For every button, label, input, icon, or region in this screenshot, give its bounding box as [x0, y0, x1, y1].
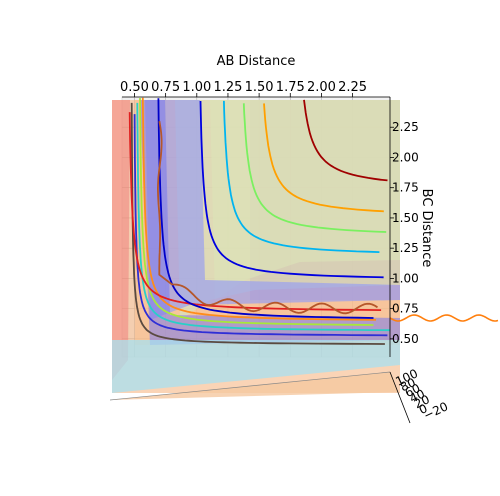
surface-band: [175, 100, 400, 320]
contour-line: [128, 112, 382, 311]
floor-edge: [109, 371, 391, 401]
y-tick-label: 0.75: [392, 302, 419, 316]
contour-line: [139, 97, 374, 326]
y-tick-label: 1.25: [392, 241, 419, 255]
x-tick-label: 2.00: [307, 80, 336, 95]
y-tick-label: 2.00: [392, 150, 419, 164]
x-tick-label: 1.00: [182, 80, 211, 95]
floor-pane: [109, 371, 398, 401]
contour-lines: [128, 97, 390, 345]
z-tick-label: 40: [407, 387, 427, 406]
surface-band: [145, 100, 400, 320]
y-tick-label: 1.75: [392, 181, 419, 195]
x-tick-label: 1.75: [276, 80, 305, 95]
potential-surface: [112, 100, 400, 393]
x-axis-ticks: 0.50 0.75 1.00 1.25 1.50 1.75 2.00 2.25: [120, 80, 367, 97]
y-tick-label: 0.50: [392, 332, 419, 346]
y-axis-label: BC Distance: [419, 189, 434, 268]
x-axis-label: AB Distance: [217, 54, 296, 69]
contour-line: [303, 99, 388, 182]
contour-line: [157, 98, 374, 319]
x-tick-label: 1.50: [245, 80, 274, 95]
contour-line: [136, 102, 390, 332]
contour-line: [133, 114, 388, 337]
trajectory-projection-line: [389, 314, 499, 322]
surface-band: [112, 100, 130, 380]
trajectory-line: [156, 121, 378, 315]
z-tick-label: 20: [412, 392, 432, 411]
surface-band: [112, 340, 400, 393]
z-axis-line: [389, 371, 411, 424]
contour-line: [263, 103, 384, 213]
z-tick-label: 60: [403, 381, 423, 400]
contour-line: [223, 100, 380, 253]
contour-line: [130, 102, 385, 345]
x-tick-label: 1.25: [213, 80, 242, 95]
contour-line: [199, 100, 384, 279]
x-tick-label: 2.25: [338, 80, 367, 95]
contour-line: [141, 97, 377, 321]
y-tick-label: 1.00: [392, 271, 419, 285]
y-tick-label: 2.25: [392, 120, 419, 134]
contour-line: [242, 103, 387, 233]
y-tick-label: 1.50: [392, 211, 419, 225]
z-tick-label: 80: [398, 375, 418, 394]
x-tick-label: 0.50: [120, 80, 149, 95]
y-axis-ticks: 2.25 2.00 1.75 1.50 1.25 1.00 0.75 0.50: [390, 120, 419, 346]
x-tick-label: 0.75: [151, 80, 180, 95]
